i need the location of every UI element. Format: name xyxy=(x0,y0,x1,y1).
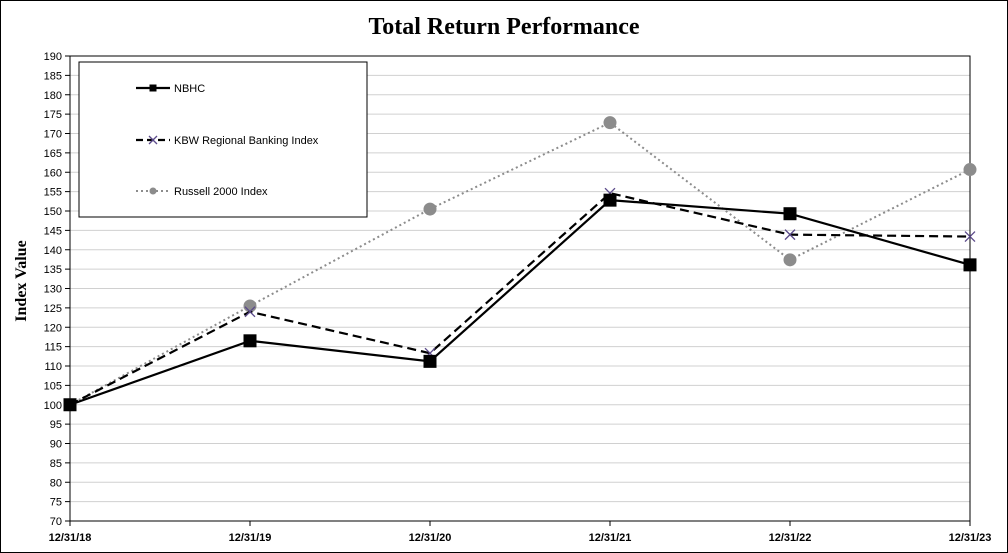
data-point-2-5 xyxy=(963,163,977,177)
y-tick-label: 185 xyxy=(44,70,62,82)
series-line-1 xyxy=(69,191,971,406)
y-tick-label: 145 xyxy=(44,225,62,237)
x-tick-label: 12/31/21 xyxy=(589,532,632,544)
y-tick-label: 90 xyxy=(50,439,62,451)
y-tick-label: 100 xyxy=(44,400,62,412)
data-point-1-4 xyxy=(784,229,796,241)
x-tick-label: 12/31/18 xyxy=(49,532,92,544)
series-layer xyxy=(63,116,977,412)
y-tick-label: 150 xyxy=(44,206,62,218)
y-tick-label: 120 xyxy=(44,322,62,334)
data-point-2-3 xyxy=(603,116,617,130)
legend: NBHC KBW Regional Banking Index Russell 20… xyxy=(78,61,368,218)
data-point-0-5 xyxy=(963,258,977,272)
y-tick-label: 95 xyxy=(50,419,62,431)
data-point-2-2 xyxy=(423,202,437,216)
data-point-0-0 xyxy=(63,398,77,412)
x-tick-label: 12/31/23 xyxy=(949,532,992,544)
y-tick-label: 85 xyxy=(50,458,62,470)
y-tick-label: 175 xyxy=(44,109,62,121)
y-tick-label: 180 xyxy=(44,90,62,102)
y-tick-label: 130 xyxy=(44,284,62,296)
y-tick-label: 80 xyxy=(50,477,62,489)
data-point-0-2 xyxy=(423,354,437,368)
legend-label-0: NBHC xyxy=(174,83,205,95)
y-tick-label: 75 xyxy=(50,497,62,509)
x-axis-ticks: 12/31/18 12/31/19 12/31/20 12/31/21 12/31/22… xyxy=(49,521,992,544)
legend-marker-1 xyxy=(148,135,158,145)
series-line-0 xyxy=(69,199,971,406)
y-tick-label: 70 xyxy=(50,516,62,528)
y-tick-label: 170 xyxy=(44,129,62,141)
y-tick-label: 110 xyxy=(44,361,62,373)
y-tick-label: 140 xyxy=(44,245,62,257)
data-point-2-4 xyxy=(783,253,797,267)
y-axis-ticks: 70 75 80 85 90 95 100 105 110 115 120 125 130 135 140 1… xyxy=(44,51,70,528)
data-point-0-1 xyxy=(243,334,257,348)
x-tick-label: 12/31/19 xyxy=(229,532,272,544)
plot-area xyxy=(69,55,971,522)
legend-box xyxy=(78,61,368,218)
y-axis-label: Index Value xyxy=(13,240,30,321)
y-tick-label: 160 xyxy=(44,167,62,179)
legend-marker-2 xyxy=(149,187,157,195)
legend-label-1: KBW Regional Banking Index xyxy=(174,135,319,147)
legend-label-2: Russell 2000 Index xyxy=(174,186,268,198)
x-tick-label: 12/31/22 xyxy=(769,532,812,544)
data-point-1-5 xyxy=(964,231,976,243)
x-tick-label: 12/31/20 xyxy=(409,532,452,544)
series-line-2 xyxy=(69,121,971,406)
y-tick-label: 190 xyxy=(44,51,62,63)
chart-title: Total Return Performance xyxy=(368,14,639,40)
data-point-1-1 xyxy=(244,306,256,318)
y-tick-label: 125 xyxy=(44,303,62,315)
y-tick-label: 155 xyxy=(44,187,62,199)
legend-marker-0 xyxy=(149,84,157,92)
data-point-0-3 xyxy=(603,193,617,207)
y-tick-label: 105 xyxy=(44,380,62,392)
y-tick-label: 165 xyxy=(44,148,62,160)
y-tick-label: 135 xyxy=(44,264,62,276)
data-point-2-1 xyxy=(243,299,257,313)
data-point-0-4 xyxy=(783,207,797,221)
y-tick-label: 115 xyxy=(44,342,62,354)
